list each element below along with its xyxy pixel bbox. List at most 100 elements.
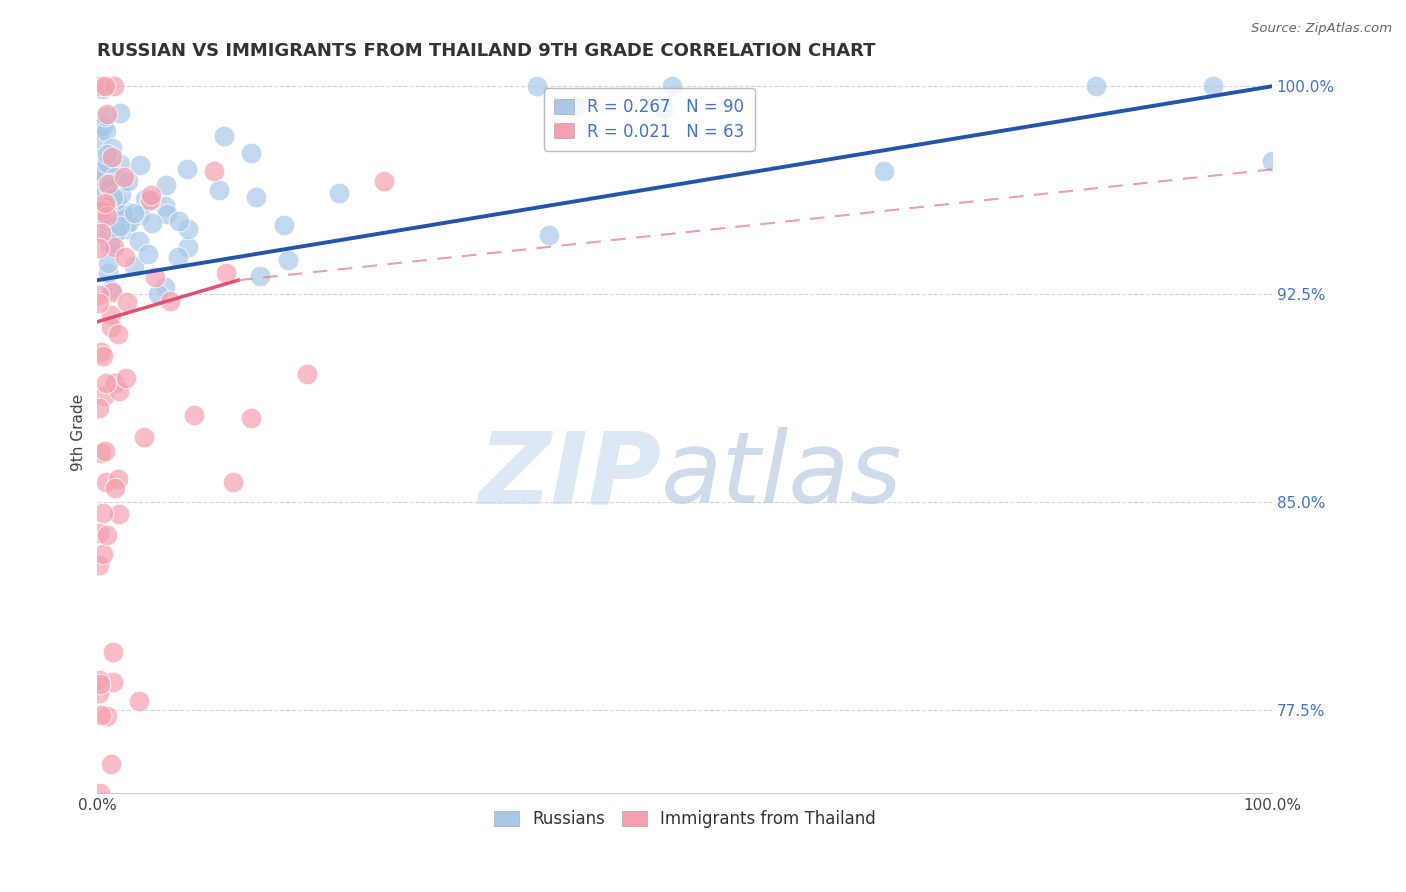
Point xyxy=(87,558,110,572)
Point xyxy=(87,199,110,213)
Point xyxy=(94,198,117,212)
Point xyxy=(101,141,124,155)
Point xyxy=(146,287,169,301)
Point xyxy=(155,178,177,193)
Point xyxy=(112,203,135,218)
Point xyxy=(91,174,114,188)
Point xyxy=(96,527,118,541)
Text: ZIP: ZIP xyxy=(478,427,661,524)
Point xyxy=(105,193,128,207)
Point xyxy=(183,408,205,422)
Point xyxy=(103,645,125,659)
Point xyxy=(97,256,120,270)
Point xyxy=(124,259,146,273)
Point xyxy=(98,161,121,176)
Point xyxy=(97,267,120,281)
Point xyxy=(139,193,162,207)
Text: RUSSIAN VS IMMIGRANTS FROM THAILAND 9TH GRADE CORRELATION CHART: RUSSIAN VS IMMIGRANTS FROM THAILAND 9TH … xyxy=(97,42,876,60)
Text: Source: ZipAtlas.com: Source: ZipAtlas.com xyxy=(1251,22,1392,36)
Y-axis label: 9th Grade: 9th Grade xyxy=(72,394,86,471)
Point xyxy=(94,376,117,391)
Point xyxy=(90,168,112,182)
Point xyxy=(90,171,112,186)
Point xyxy=(100,283,122,297)
Point xyxy=(87,401,110,416)
Point xyxy=(208,183,231,197)
Point xyxy=(103,481,125,495)
Point xyxy=(96,708,118,723)
Point xyxy=(89,786,111,800)
Point xyxy=(89,677,111,691)
Point xyxy=(100,176,122,190)
Point xyxy=(89,219,111,233)
Point xyxy=(89,79,111,94)
Point xyxy=(1261,153,1284,168)
Point xyxy=(177,222,200,236)
Point xyxy=(652,102,675,116)
Point xyxy=(96,155,118,169)
Point xyxy=(90,163,112,178)
Point xyxy=(176,161,198,176)
Point xyxy=(103,189,125,203)
Point xyxy=(214,128,236,143)
Point xyxy=(90,344,112,359)
Point xyxy=(240,145,263,160)
Point xyxy=(96,214,118,228)
Point xyxy=(87,131,110,145)
Point xyxy=(103,227,125,242)
Point xyxy=(108,219,131,233)
Point xyxy=(105,224,128,238)
Point xyxy=(103,239,125,253)
Point xyxy=(87,120,110,135)
Point xyxy=(96,178,118,192)
Point xyxy=(94,443,117,458)
Point xyxy=(97,161,120,175)
Point xyxy=(139,193,162,207)
Point xyxy=(87,288,110,302)
Point xyxy=(141,216,163,230)
Point xyxy=(93,196,115,211)
Point xyxy=(167,250,190,264)
Point xyxy=(114,170,136,185)
Point xyxy=(159,293,181,308)
Point xyxy=(373,174,395,188)
Point xyxy=(91,119,114,133)
Point xyxy=(97,186,120,201)
Point xyxy=(91,167,114,181)
Point xyxy=(93,389,115,403)
Point xyxy=(103,675,125,690)
Point xyxy=(87,525,110,540)
Point xyxy=(89,673,111,687)
Point xyxy=(277,253,299,268)
Point xyxy=(91,202,114,217)
Point xyxy=(96,198,118,212)
Point xyxy=(94,216,117,230)
Point xyxy=(87,242,110,256)
Point xyxy=(97,227,120,241)
Point xyxy=(1084,79,1107,94)
Point xyxy=(110,186,132,201)
Point xyxy=(101,285,124,300)
Point xyxy=(132,430,155,444)
Point xyxy=(96,209,118,223)
Point xyxy=(134,192,156,206)
Point xyxy=(118,215,141,229)
Point xyxy=(96,146,118,161)
Point xyxy=(222,475,245,489)
Point xyxy=(90,226,112,240)
Point xyxy=(104,169,127,184)
Point xyxy=(202,164,225,178)
Point xyxy=(115,222,138,236)
Point xyxy=(153,198,176,212)
Point xyxy=(91,349,114,363)
Point xyxy=(87,686,110,700)
Point xyxy=(156,207,179,221)
Point xyxy=(108,106,131,120)
Point xyxy=(117,174,139,188)
Point xyxy=(91,507,114,521)
Point xyxy=(98,223,121,237)
Point xyxy=(100,150,122,164)
Point xyxy=(873,164,896,178)
Point xyxy=(107,384,129,399)
Point xyxy=(128,158,150,172)
